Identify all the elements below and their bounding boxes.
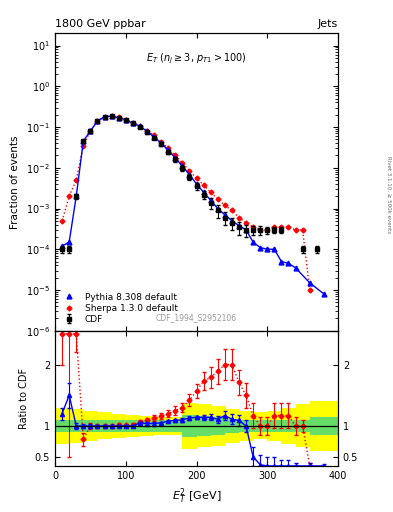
Pythia 8.308 default bbox=[130, 120, 135, 126]
Pythia 8.308 default bbox=[159, 140, 163, 146]
Pythia 8.308 default bbox=[201, 189, 206, 196]
Y-axis label: Fraction of events: Fraction of events bbox=[10, 135, 20, 229]
Pythia 8.308 default bbox=[237, 223, 241, 229]
Pythia 8.308 default bbox=[74, 193, 79, 199]
Sherpa 1.3.0 default bbox=[272, 224, 277, 230]
Sherpa 1.3.0 default bbox=[60, 218, 64, 224]
Sherpa 1.3.0 default bbox=[208, 189, 213, 196]
Pythia 8.308 default bbox=[180, 163, 185, 169]
Sherpa 1.3.0 default bbox=[307, 287, 312, 293]
Legend: Pythia 8.308 default, Sherpa 1.3.0 default, CDF: Pythia 8.308 default, Sherpa 1.3.0 defau… bbox=[59, 291, 180, 326]
Sherpa 1.3.0 default bbox=[166, 145, 171, 152]
Line: Sherpa 1.3.0 default: Sherpa 1.3.0 default bbox=[61, 114, 311, 292]
Sherpa 1.3.0 default bbox=[95, 118, 100, 124]
Sherpa 1.3.0 default bbox=[258, 227, 263, 233]
Sherpa 1.3.0 default bbox=[300, 227, 305, 233]
Sherpa 1.3.0 default bbox=[237, 215, 241, 221]
Sherpa 1.3.0 default bbox=[173, 153, 178, 159]
Sherpa 1.3.0 default bbox=[265, 227, 270, 233]
Sherpa 1.3.0 default bbox=[279, 224, 284, 230]
Pythia 8.308 default bbox=[173, 155, 178, 161]
Sherpa 1.3.0 default bbox=[293, 227, 298, 233]
Pythia 8.308 default bbox=[123, 117, 128, 123]
Pythia 8.308 default bbox=[244, 227, 248, 233]
Pythia 8.308 default bbox=[81, 138, 86, 144]
Pythia 8.308 default bbox=[272, 246, 277, 252]
Pythia 8.308 default bbox=[102, 114, 107, 120]
Sherpa 1.3.0 default bbox=[81, 142, 86, 148]
Sherpa 1.3.0 default bbox=[74, 177, 79, 183]
Line: Pythia 8.308 default: Pythia 8.308 default bbox=[60, 114, 326, 296]
Pythia 8.308 default bbox=[286, 260, 291, 266]
Pythia 8.308 default bbox=[307, 280, 312, 286]
Pythia 8.308 default bbox=[258, 245, 263, 251]
Pythia 8.308 default bbox=[116, 115, 121, 121]
Sherpa 1.3.0 default bbox=[102, 114, 107, 120]
Text: Rivet 3.1.10, ≥ 500k events: Rivet 3.1.10, ≥ 500k events bbox=[386, 156, 391, 233]
Text: $E_T$ ($n_j \geq 3$, $p_{T1}>100$): $E_T$ ($n_j \geq 3$, $p_{T1}>100$) bbox=[146, 51, 247, 66]
Pythia 8.308 default bbox=[194, 181, 199, 187]
Pythia 8.308 default bbox=[222, 212, 227, 218]
Sherpa 1.3.0 default bbox=[194, 175, 199, 181]
Sherpa 1.3.0 default bbox=[138, 123, 142, 129]
Text: 1800 GeV ppbar: 1800 GeV ppbar bbox=[55, 19, 146, 29]
Sherpa 1.3.0 default bbox=[230, 207, 234, 214]
Sherpa 1.3.0 default bbox=[244, 220, 248, 226]
Y-axis label: Ratio to CDF: Ratio to CDF bbox=[19, 368, 29, 429]
Pythia 8.308 default bbox=[215, 205, 220, 211]
Pythia 8.308 default bbox=[67, 239, 72, 245]
Pythia 8.308 default bbox=[279, 259, 284, 265]
Sherpa 1.3.0 default bbox=[286, 224, 291, 230]
Sherpa 1.3.0 default bbox=[159, 138, 163, 144]
Sherpa 1.3.0 default bbox=[109, 113, 114, 119]
Text: CDF_1994_S2952106: CDF_1994_S2952106 bbox=[156, 313, 237, 322]
Sherpa 1.3.0 default bbox=[123, 117, 128, 123]
Sherpa 1.3.0 default bbox=[180, 160, 185, 166]
Pythia 8.308 default bbox=[138, 123, 142, 129]
Sherpa 1.3.0 default bbox=[187, 167, 192, 174]
Sherpa 1.3.0 default bbox=[130, 120, 135, 126]
Pythia 8.308 default bbox=[166, 147, 171, 153]
Sherpa 1.3.0 default bbox=[251, 224, 255, 230]
Sherpa 1.3.0 default bbox=[67, 193, 72, 199]
X-axis label: $E_T^2$ [GeV]: $E_T^2$ [GeV] bbox=[172, 486, 221, 506]
Pythia 8.308 default bbox=[152, 134, 156, 140]
Pythia 8.308 default bbox=[145, 129, 149, 135]
Sherpa 1.3.0 default bbox=[201, 182, 206, 188]
Pythia 8.308 default bbox=[187, 172, 192, 178]
Pythia 8.308 default bbox=[109, 113, 114, 119]
Sherpa 1.3.0 default bbox=[152, 133, 156, 139]
Pythia 8.308 default bbox=[293, 265, 298, 271]
Pythia 8.308 default bbox=[88, 128, 93, 134]
Pythia 8.308 default bbox=[208, 197, 213, 203]
Pythia 8.308 default bbox=[321, 291, 326, 297]
Sherpa 1.3.0 default bbox=[145, 127, 149, 134]
Text: Jets: Jets bbox=[318, 19, 338, 29]
Sherpa 1.3.0 default bbox=[88, 128, 93, 134]
Pythia 8.308 default bbox=[251, 239, 255, 245]
Sherpa 1.3.0 default bbox=[116, 114, 121, 120]
Pythia 8.308 default bbox=[230, 218, 234, 224]
Pythia 8.308 default bbox=[265, 246, 270, 252]
Sherpa 1.3.0 default bbox=[215, 196, 220, 202]
Pythia 8.308 default bbox=[95, 118, 100, 124]
Pythia 8.308 default bbox=[60, 243, 64, 249]
Sherpa 1.3.0 default bbox=[222, 202, 227, 208]
